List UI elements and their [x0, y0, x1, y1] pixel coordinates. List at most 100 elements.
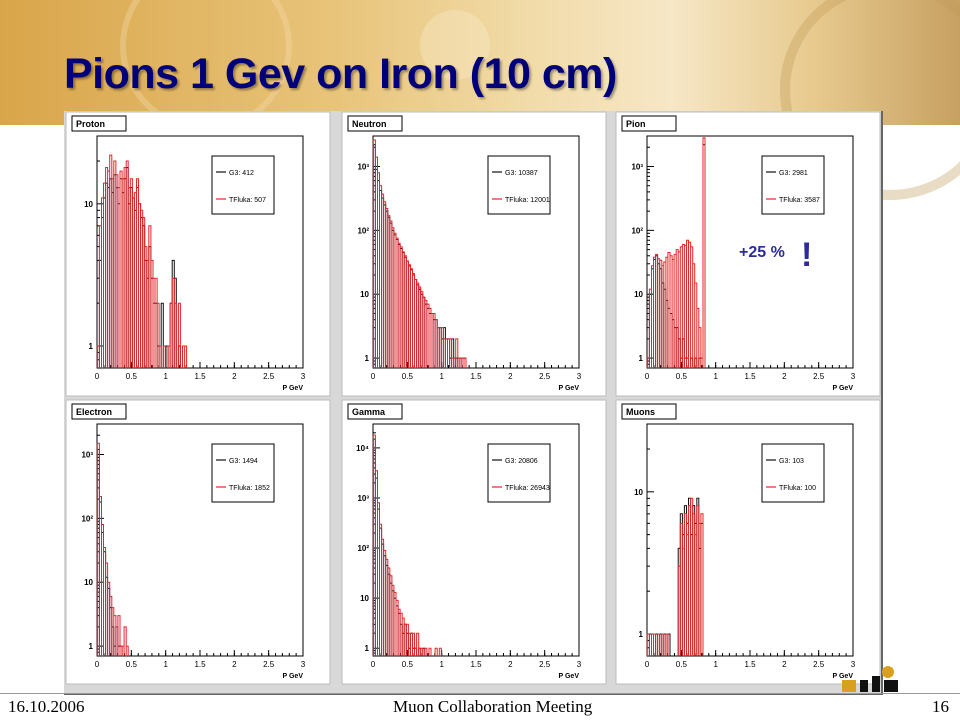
legend-entry: TFluka: 3587 [779, 197, 820, 204]
x-tick-label: 0.5 [402, 660, 414, 669]
x-tick-label: 2 [508, 372, 513, 381]
panel-title-box [71, 403, 127, 420]
y-tick-label: 10 [360, 594, 369, 603]
y-tick-label: 1 [365, 354, 370, 363]
legend-entry: TFluka: 12001 [505, 197, 550, 204]
x-tick-label: 1.5 [744, 660, 756, 669]
x-axis-label: P GeV [283, 673, 304, 680]
legend-entry: G3: 103 [779, 458, 804, 465]
x-tick-label: 3 [577, 372, 582, 381]
x-tick-label: 1.5 [744, 372, 756, 381]
x-axis-label: P GeV [283, 385, 304, 392]
legend-box [487, 155, 551, 215]
legend-entry: TFluka: 26943 [505, 485, 550, 492]
legend-entry: G3: 412 [229, 170, 254, 177]
x-tick-label: 0 [645, 372, 650, 381]
x-tick-label: 1 [439, 372, 444, 381]
x-tick-label: 3 [301, 660, 306, 669]
panel-title: Pion [626, 119, 646, 129]
panel-title-box [347, 115, 403, 132]
x-tick-label: 1 [439, 660, 444, 669]
panel-title-box [621, 115, 677, 132]
legend-entry: G3: 10387 [505, 170, 538, 177]
y-tick-label: 10 [84, 200, 93, 209]
histogram-panel-pion: Pion 0 0.5 1 1.5 2 2.5 3 P GeV 1 10 10² 10³ G3: 2981 T… [615, 111, 881, 397]
legend-entry: G3: 20806 [505, 458, 538, 465]
y-tick-label: 10² [357, 544, 369, 553]
legend-entry: TFluka: 507 [229, 197, 266, 204]
y-tick-label: 10 [634, 290, 643, 299]
banner-ornament [420, 10, 490, 80]
legend-box [487, 443, 551, 503]
y-tick-label: 10⁴ [356, 444, 369, 453]
legend-box [761, 443, 825, 503]
x-axis-label: P GeV [559, 385, 580, 392]
x-tick-label: 1 [163, 372, 168, 381]
x-tick-label: 1.5 [470, 660, 482, 669]
legend-box [211, 155, 275, 215]
y-tick-label: 1 [639, 354, 644, 363]
x-tick-label: 3 [577, 660, 582, 669]
x-tick-label: 0.5 [676, 372, 688, 381]
y-tick-label: 10² [357, 226, 369, 235]
exclamation-mark: ! [801, 236, 812, 274]
histogram-series-tfluka [372, 139, 467, 368]
x-tick-label: 2 [232, 372, 237, 381]
histogram-series-tfluka [646, 497, 704, 656]
y-tick-label: 10³ [357, 162, 369, 171]
x-tick-label: 2 [232, 660, 237, 669]
y-tick-label: 10² [81, 514, 93, 523]
y-tick-label: 10³ [631, 162, 643, 171]
slide-title: Pions 1 Gev on Iron (10 cm) [64, 50, 617, 98]
x-tick-label: 0.5 [126, 660, 138, 669]
panel-title-box [621, 403, 677, 420]
x-axis-label: P GeV [559, 673, 580, 680]
x-tick-label: 2 [782, 660, 787, 669]
x-tick-label: 3 [301, 372, 306, 381]
legend-entry: G3: 1494 [229, 458, 258, 465]
x-tick-label: 1 [163, 660, 168, 669]
x-tick-label: 1.5 [194, 372, 206, 381]
histogram-panel-gamma: Gamma 0 0.5 1 1.5 2 2.5 3 P GeV 1 10 10² 10³ 10⁴ G3: 2… [341, 399, 607, 685]
panel-title-box [71, 115, 127, 132]
histogram-panel-proton: Proton 0 0.5 1 1.5 2 2.5 3 P GeV 1 10 G3: 412 TFluka… [65, 111, 331, 397]
x-tick-label: 0.5 [676, 660, 688, 669]
x-tick-label: 3 [851, 372, 856, 381]
histogram-series-tfluka [96, 442, 129, 656]
x-tick-label: 1 [713, 660, 718, 669]
histogram-series-tfluka [96, 154, 188, 368]
x-tick-label: 0 [371, 660, 376, 669]
x-tick-label: 0.5 [126, 372, 138, 381]
x-tick-label: 2.5 [539, 660, 551, 669]
y-tick-label: 1 [89, 342, 94, 351]
histogram-panel-electron: Electron 0 0.5 1 1.5 2 2.5 3 P GeV 1 10 10² 10³ G3: 1… [65, 399, 331, 685]
panel-title: Neutron [352, 119, 387, 129]
y-tick-label: 10³ [81, 450, 93, 459]
panel-title: Proton [76, 119, 105, 129]
x-tick-label: 2.5 [263, 660, 275, 669]
histogram-series-tfluka [372, 434, 442, 656]
y-tick-label: 10² [631, 226, 643, 235]
x-axis-label: P GeV [833, 673, 854, 680]
y-tick-label: 10³ [357, 494, 369, 503]
x-axis-label: P GeV [833, 385, 854, 392]
x-tick-label: 0 [645, 660, 650, 669]
footer-page-number: 16 [932, 697, 949, 716]
x-tick-label: 1.5 [470, 372, 482, 381]
panel-title: Muons [626, 407, 655, 417]
panel-title: Electron [76, 407, 112, 417]
legend-entry: TFluka: 1852 [229, 485, 270, 492]
footer-meeting-name: Muon Collaboration Meeting [393, 697, 593, 716]
histogram-panel-muons: Muons 0 0.5 1 1.5 2 2.5 3 P GeV 1 10 G3: 103 TFluka:… [615, 399, 881, 685]
x-tick-label: 0.5 [402, 372, 414, 381]
institute-logo [842, 666, 898, 692]
x-tick-label: 2.5 [813, 372, 825, 381]
y-tick-label: 10 [634, 488, 643, 497]
percent-difference-annotation: +25 % [739, 244, 785, 261]
y-tick-label: 10 [360, 290, 369, 299]
legend-entry: TFluka: 100 [779, 485, 816, 492]
y-tick-label: 1 [365, 644, 370, 653]
y-tick-label: 1 [639, 630, 644, 639]
footer-date: 16.10.2006 [8, 697, 85, 716]
